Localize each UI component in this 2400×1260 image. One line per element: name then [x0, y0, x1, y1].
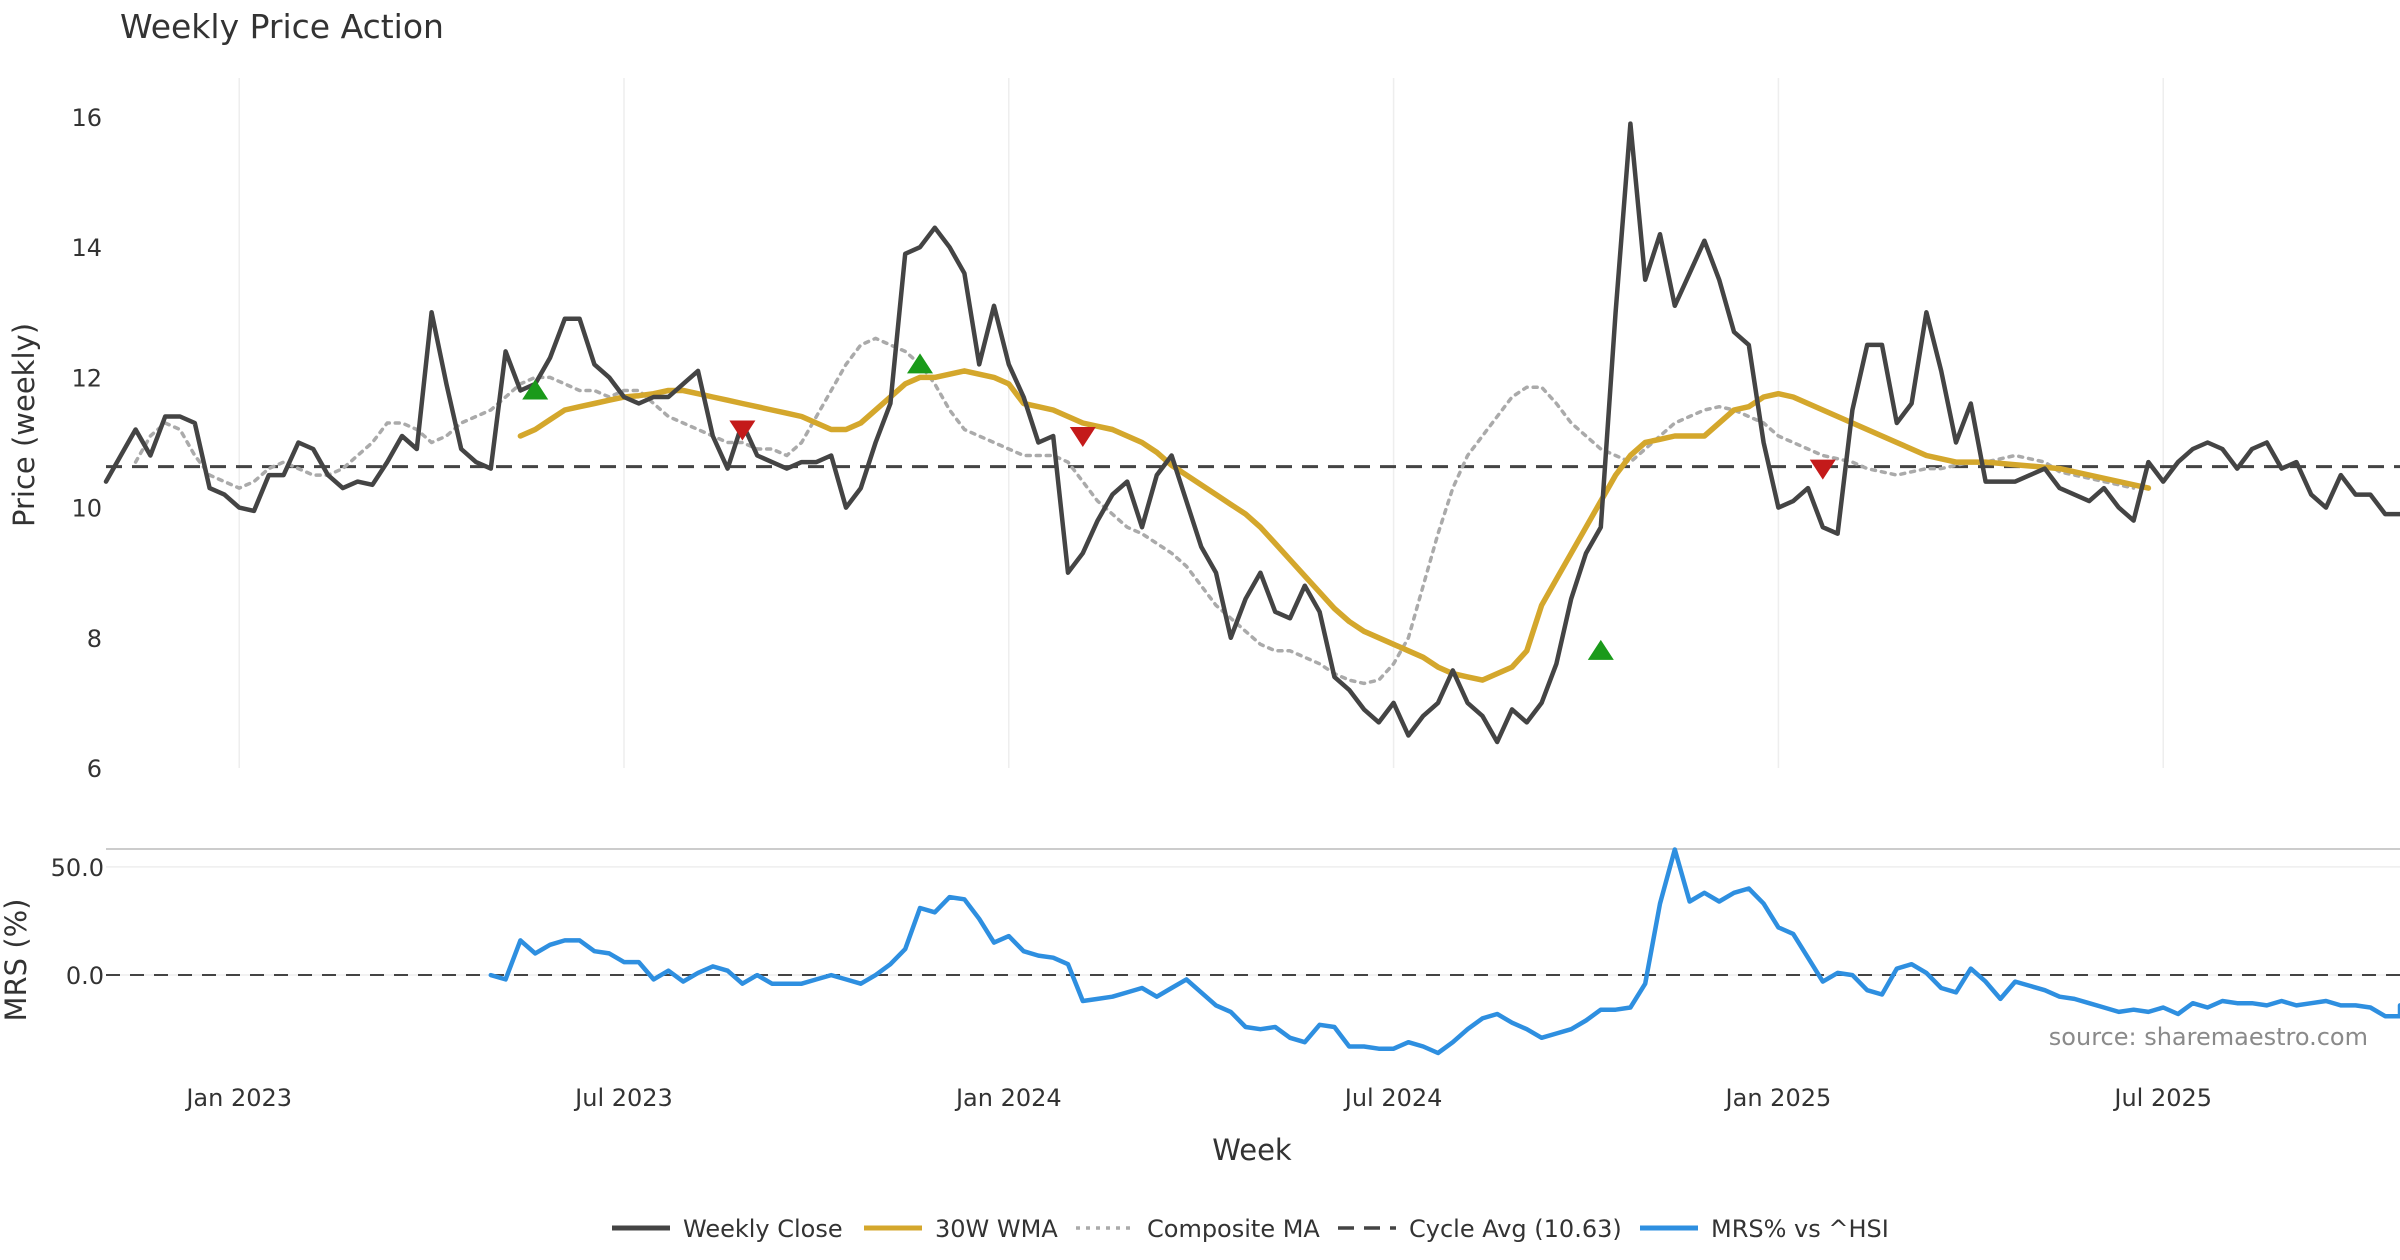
x-tick-label: Jan 2025	[1724, 1084, 1832, 1112]
buy-signal-marker	[907, 353, 933, 374]
mrs-y-ticks: 50.0 0.0	[51, 854, 104, 990]
vertical-gridlines	[238, 78, 2164, 768]
x-tick-label: Jan 2024	[954, 1084, 1062, 1112]
price-y-tick-label: 6	[87, 755, 102, 783]
x-tick-label: Jan 2023	[184, 1084, 292, 1112]
x-tick-label: Jul 2024	[1343, 1084, 1443, 1112]
sell-signal-marker	[1069, 427, 1096, 448]
legend: Weekly Close 30W WMA Composite MA Cycle Avg…	[612, 1215, 1889, 1243]
legend-label-mrs: MRS% vs ^HSI	[1711, 1215, 1889, 1243]
mrs-line	[488, 847, 2400, 1056]
x-tick-label: Jul 2025	[2112, 1084, 2212, 1112]
x-ticks: Jan 2023 Jul 2023 Jan 2024 Jul 2024 Jan 2025…	[184, 1084, 2212, 1112]
mrs-y-tick-label: 50.0	[51, 854, 104, 882]
legend-label-cycle: Cycle Avg (10.63)	[1409, 1215, 1622, 1243]
price-y-tick-label: 14	[71, 234, 102, 262]
price-y-tick-label: 16	[71, 104, 102, 132]
price-y-tick-label: 12	[71, 364, 102, 392]
x-axis-label: Week	[1212, 1133, 1292, 1167]
price-y-tick-label: 10	[71, 495, 102, 523]
wma-30w-line	[517, 368, 2152, 683]
weekly-close-line	[103, 121, 2400, 745]
signal-markers	[522, 353, 1836, 660]
price-y-ticks: 6 8 10 12 14 16	[71, 104, 102, 783]
legend-label-close: Weekly Close	[683, 1215, 843, 1243]
x-tick-label: Jul 2023	[573, 1084, 673, 1112]
sell-signal-marker	[729, 420, 756, 441]
buy-signal-marker	[1587, 639, 1614, 660]
legend-label-wma: 30W WMA	[935, 1215, 1058, 1243]
buy-signal-marker	[522, 379, 549, 400]
series-lines	[103, 121, 2400, 1056]
composite-ma-line	[133, 336, 2136, 686]
mrs-y-axis-label: MRS (%)	[0, 899, 33, 1022]
chart-title: Weekly Price Action	[120, 7, 444, 46]
mrs-y-tick-label: 0.0	[66, 962, 104, 990]
legend-label-composite: Composite MA	[1147, 1215, 1320, 1243]
price-y-axis-label: Price (weekly)	[7, 323, 41, 527]
price-y-tick-label: 8	[87, 625, 102, 653]
horizontal-gridlines	[106, 866, 2400, 976]
sell-signal-marker	[1809, 459, 1836, 480]
source-note: source: sharemaestro.com	[2049, 1023, 2368, 1051]
